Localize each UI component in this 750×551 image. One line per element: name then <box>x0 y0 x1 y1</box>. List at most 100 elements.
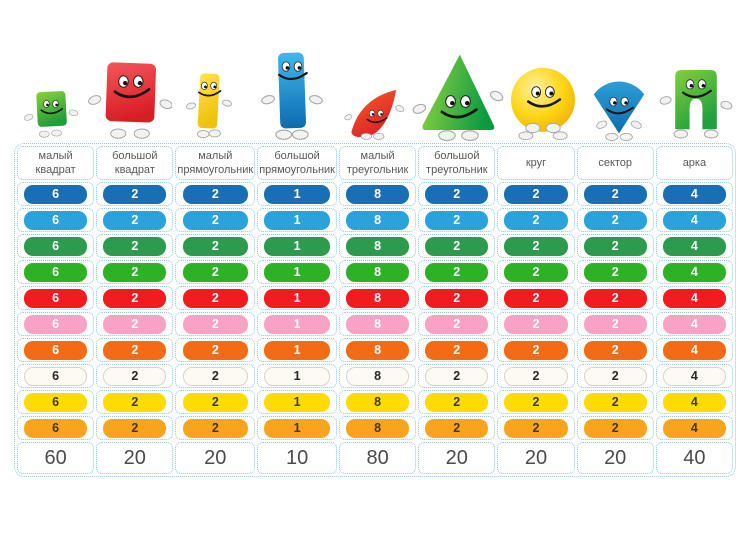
cell-yellow-arch: 4 <box>655 390 733 414</box>
cell-dark-green-circle: 2 <box>497 234 575 258</box>
column-header-small-square: малый квадрат <box>17 146 95 180</box>
shape-characters-row <box>14 36 736 142</box>
cell-yellow-small-rectangle: 2 <box>175 390 256 414</box>
count-pill-pink-big-square: 2 <box>103 314 167 334</box>
cell-amber-big-triangle: 2 <box>418 416 496 440</box>
cell-pink-small-triangle: 8 <box>338 312 417 336</box>
cell-yellow-circle: 2 <box>497 390 575 414</box>
character-cell-arch <box>656 62 736 142</box>
cell-pink-sector: 2 <box>576 312 654 336</box>
cell-light-blue-big-triangle: 2 <box>418 208 496 232</box>
count-pill-yellow-big-rectangle: 1 <box>264 392 330 412</box>
character-cell-small-square <box>23 86 79 142</box>
count-pill-dark-blue-sector: 2 <box>583 184 647 204</box>
count-pill-orange-big-rectangle: 1 <box>264 340 330 360</box>
count-pill-red-small-square: 6 <box>24 288 88 308</box>
count-pill-red-small-triangle: 8 <box>346 288 410 308</box>
count-pill-light-blue-small-triangle: 8 <box>346 210 410 230</box>
column-header-big-triangle: большой треугольник <box>418 146 496 180</box>
count-pill-bright-green-circle: 2 <box>504 262 568 282</box>
big-green-triangle-icon <box>412 54 504 141</box>
count-pill-bright-green-arch: 4 <box>662 262 726 282</box>
cell-dark-blue-big-triangle: 2 <box>418 182 496 206</box>
count-pill-bright-green-big-rectangle: 1 <box>264 262 330 282</box>
yellow-circle-icon <box>511 67 575 141</box>
count-pill-amber-big-square: 2 <box>103 418 167 438</box>
column-header-small-triangle: малый треугольник <box>338 146 417 180</box>
cell-red-small-rectangle: 2 <box>175 286 256 310</box>
cell-white-arch: 4 <box>655 364 733 388</box>
cell-yellow-big-triangle: 2 <box>418 390 496 414</box>
count-pill-dark-blue-arch: 4 <box>662 184 726 204</box>
count-pill-dark-green-circle: 2 <box>504 236 568 256</box>
cell-pink-big-rectangle: 1 <box>257 312 337 336</box>
count-pill-light-blue-sector: 2 <box>583 210 647 230</box>
cell-white-sector: 2 <box>576 364 654 388</box>
cell-pink-small-square: 6 <box>17 312 95 336</box>
count-pill-dark-green-arch: 4 <box>662 236 726 256</box>
cell-dark-blue-arch: 4 <box>655 182 733 206</box>
cell-dark-green-small-triangle: 8 <box>338 234 417 258</box>
count-pill-yellow-big-triangle: 2 <box>425 392 489 412</box>
count-pill-red-big-rectangle: 1 <box>264 288 330 308</box>
cell-light-blue-big-square: 2 <box>96 208 174 232</box>
cell-pink-big-triangle: 2 <box>418 312 496 336</box>
cell-light-blue-sector: 2 <box>576 208 654 232</box>
cell-orange-small-square: 6 <box>17 338 95 362</box>
big-blue-rectangle-icon <box>261 52 323 140</box>
total-small-triangle: 80 <box>338 442 417 474</box>
cell-amber-sector: 2 <box>576 416 654 440</box>
small-yellow-rectangle-icon <box>185 73 233 139</box>
count-pill-light-blue-small-rectangle: 2 <box>182 210 248 230</box>
cell-yellow-sector: 2 <box>576 390 654 414</box>
count-pill-amber-small-triangle: 8 <box>346 418 410 438</box>
cell-amber-small-square: 6 <box>17 416 95 440</box>
total-sector: 20 <box>576 442 654 474</box>
cell-light-blue-small-rectangle: 2 <box>175 208 256 232</box>
count-pill-amber-arch: 4 <box>662 418 726 438</box>
total-big-square: 20 <box>96 442 174 474</box>
count-pill-dark-blue-circle: 2 <box>504 184 568 204</box>
count-pill-dark-green-small-triangle: 8 <box>346 236 410 256</box>
cell-dark-green-big-square: 2 <box>96 234 174 258</box>
cell-dark-green-arch: 4 <box>655 234 733 258</box>
column-header-circle: круг <box>497 146 575 180</box>
character-cell-big-square <box>88 58 172 142</box>
cell-dark-blue-small-rectangle: 2 <box>175 182 256 206</box>
cell-light-blue-arch: 4 <box>655 208 733 232</box>
count-pill-orange-arch: 4 <box>662 340 726 360</box>
count-pill-orange-big-triangle: 2 <box>425 340 489 360</box>
count-pill-light-blue-big-rectangle: 1 <box>264 210 330 230</box>
cell-yellow-big-square: 2 <box>96 390 174 414</box>
cell-yellow-big-rectangle: 1 <box>257 390 337 414</box>
count-pill-white-arch: 4 <box>662 366 726 386</box>
count-pill-dark-green-sector: 2 <box>583 236 647 256</box>
cell-light-blue-circle: 2 <box>497 208 575 232</box>
count-pill-pink-small-triangle: 8 <box>346 314 410 334</box>
count-pill-dark-blue-small-square: 6 <box>24 184 88 204</box>
cell-amber-small-triangle: 8 <box>338 416 417 440</box>
cell-dark-blue-sector: 2 <box>576 182 654 206</box>
small-red-triangle-icon <box>344 89 405 140</box>
count-pill-pink-big-triangle: 2 <box>425 314 489 334</box>
cell-light-blue-small-square: 6 <box>17 208 95 232</box>
count-pill-dark-blue-big-rectangle: 1 <box>264 184 330 204</box>
cell-orange-circle: 2 <box>497 338 575 362</box>
cell-white-big-rectangle: 1 <box>257 364 337 388</box>
cell-pink-circle: 2 <box>497 312 575 336</box>
cell-white-small-rectangle: 2 <box>175 364 256 388</box>
count-pill-pink-sector: 2 <box>583 314 647 334</box>
cell-amber-arch: 4 <box>655 416 733 440</box>
column-header-sector: сектор <box>576 146 654 180</box>
count-pill-yellow-small-square: 6 <box>24 392 88 412</box>
count-pill-light-blue-arch: 4 <box>662 210 726 230</box>
count-pill-bright-green-big-square: 2 <box>103 262 167 282</box>
count-pill-pink-big-rectangle: 1 <box>264 314 330 334</box>
character-cell-big-rectangle <box>246 50 338 142</box>
cell-dark-blue-small-square: 6 <box>17 182 95 206</box>
cell-amber-circle: 2 <box>497 416 575 440</box>
cell-red-arch: 4 <box>655 286 733 310</box>
cell-dark-blue-big-square: 2 <box>96 182 174 206</box>
count-pill-orange-small-rectangle: 2 <box>182 340 248 360</box>
character-cell-small-rectangle <box>173 70 245 142</box>
